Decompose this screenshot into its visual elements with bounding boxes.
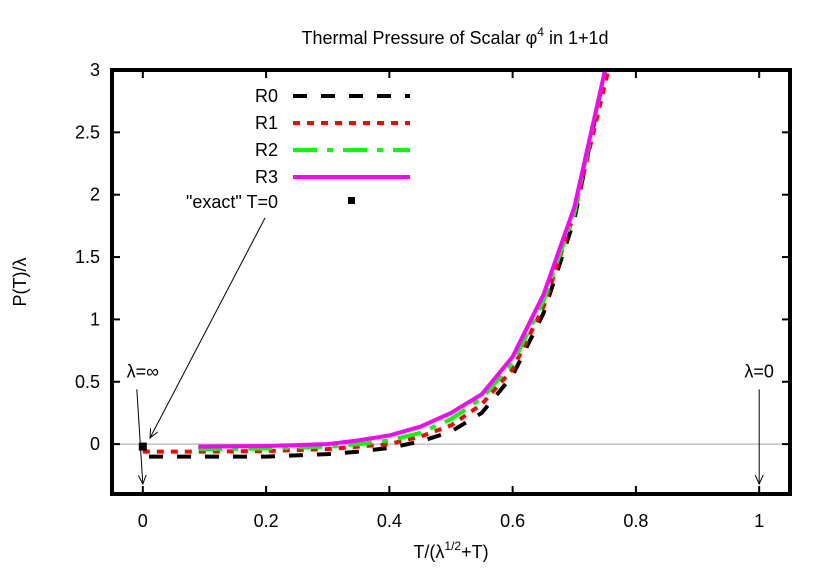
y-axis-label: P(T)/λ	[10, 258, 30, 307]
y-tick-label: 2.5	[75, 122, 100, 142]
legend-label: R0	[255, 86, 278, 106]
y-tick-label: 1.5	[75, 247, 100, 267]
series-line-r3	[198, 70, 608, 449]
legend-label: R2	[255, 140, 278, 160]
annotation-arrow	[136, 389, 143, 484]
y-tick-label: 2	[90, 185, 100, 205]
x-tick-label: 0.8	[623, 511, 648, 531]
series-line-r0	[149, 70, 608, 459]
plot-frame	[110, 68, 792, 496]
y-tick-label: 0	[90, 434, 100, 454]
x-tick-label: 0.6	[500, 511, 525, 531]
x-tick-label: 0	[138, 511, 148, 531]
y-tick-label: 3	[90, 60, 100, 80]
legend-label: R1	[255, 113, 278, 133]
data-point	[138, 442, 147, 451]
annotation-label: λ=∞	[127, 361, 160, 381]
x-tick-label: 1	[754, 511, 764, 531]
legend-label: "exact" T=0	[186, 192, 278, 212]
y-tick-label: 0.5	[75, 372, 100, 392]
annotation-arrow	[150, 217, 266, 438]
legend-label: R3	[255, 167, 278, 187]
series-line-r1	[142, 70, 611, 454]
x-tick-label: 0.2	[254, 511, 279, 531]
legend-swatch	[348, 197, 355, 204]
series-line-r2	[198, 70, 608, 452]
y-tick-label: 1	[90, 309, 100, 329]
annotation-label: λ=0	[744, 361, 774, 381]
x-axis-label: T/(λ1/2+T)	[413, 539, 488, 562]
chart-title: Thermal Pressure of Scalar φ4 in 1+1d	[302, 25, 609, 48]
x-tick-label: 0.4	[377, 511, 402, 531]
